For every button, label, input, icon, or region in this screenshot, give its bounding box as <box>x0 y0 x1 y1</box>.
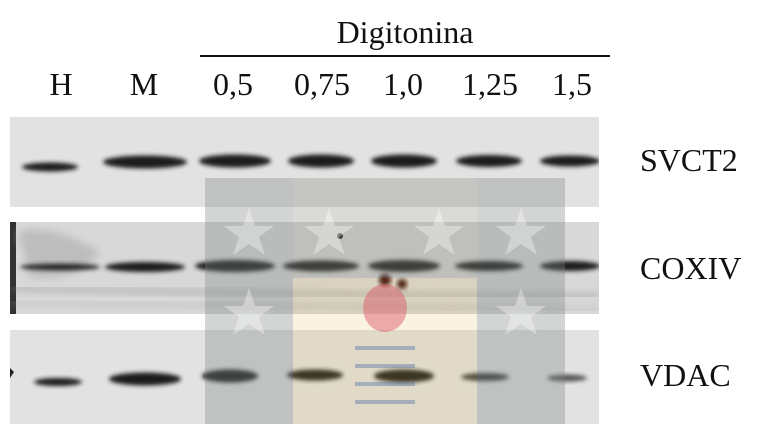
band <box>109 372 181 386</box>
band <box>202 369 258 383</box>
band <box>547 374 587 382</box>
band <box>456 155 522 167</box>
group-underline <box>200 55 610 57</box>
lane-label-0-5: 0,5 <box>213 66 253 102</box>
band <box>105 262 185 272</box>
blot-strip-coxiv <box>10 222 599 314</box>
band <box>103 155 187 169</box>
lane-label-1-5: 1,5 <box>552 66 592 102</box>
lane-label-m: M <box>129 66 159 102</box>
band <box>540 155 599 167</box>
band <box>368 260 440 272</box>
row-label-vdac: VDAC <box>640 357 731 393</box>
band <box>455 261 523 271</box>
lane-label-h: H <box>49 66 73 102</box>
band <box>283 260 359 272</box>
band <box>22 162 78 172</box>
band <box>199 154 271 168</box>
band <box>195 260 275 272</box>
blot-strip-svct2 <box>10 117 599 207</box>
digitonin-group-label: Digitonina <box>336 14 474 50</box>
band <box>288 154 354 168</box>
band <box>540 261 599 271</box>
band <box>371 154 437 168</box>
blot-strip-vdac <box>10 330 599 424</box>
band <box>20 263 100 271</box>
lane-label-1-25: 1,25 <box>462 66 518 102</box>
band <box>287 369 343 381</box>
band <box>461 373 509 381</box>
band <box>34 378 82 386</box>
row-label-svct2: SVCT2 <box>640 142 738 178</box>
lane-label-0-75: 0,75 <box>294 66 350 102</box>
row-label-coxiv: COXIV <box>640 250 742 286</box>
band <box>374 369 434 383</box>
lane-label-1-0: 1,0 <box>383 66 423 102</box>
